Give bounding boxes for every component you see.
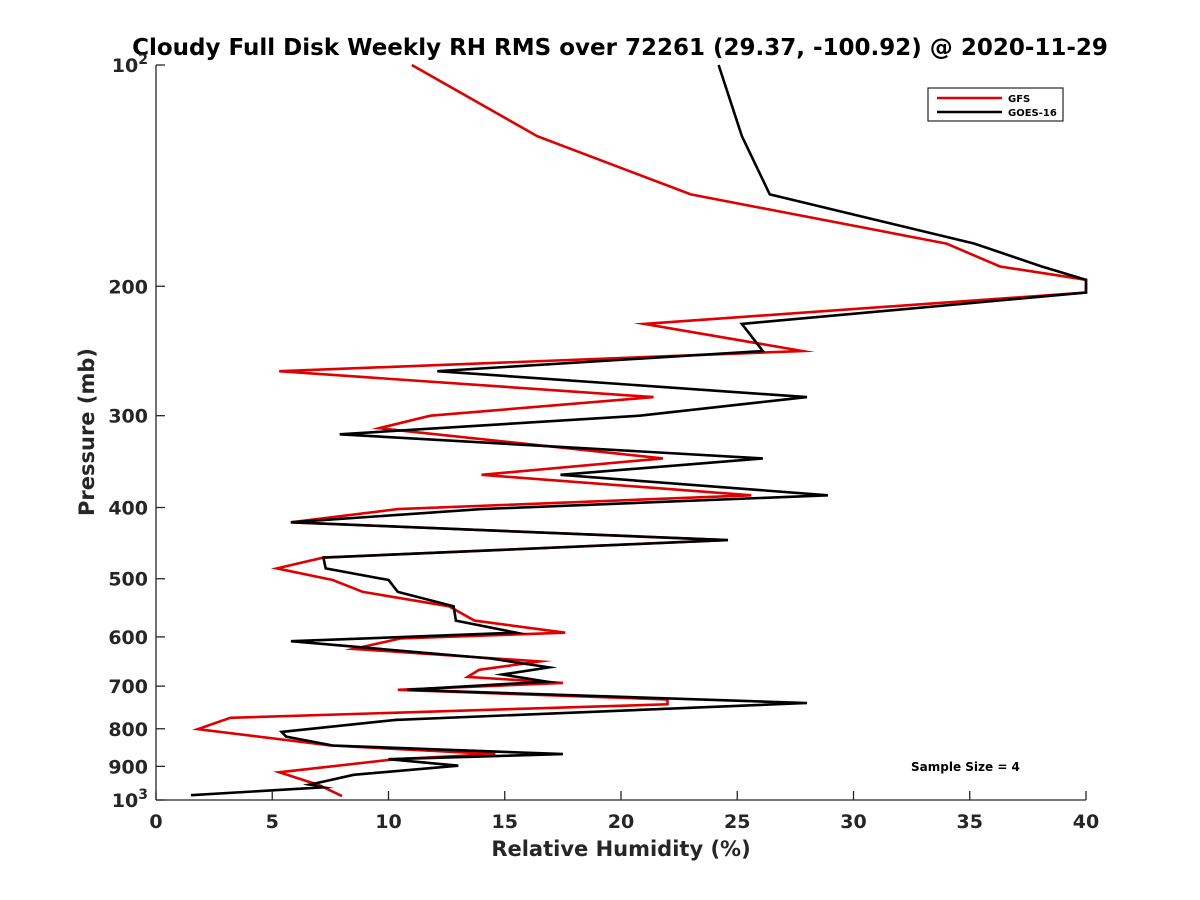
series-line-gfs (192, 63, 1088, 798)
y-tick-label: 102 (112, 52, 148, 77)
x-tick-label: 25 (724, 811, 750, 833)
y-axis-title: Pressure (mb) (75, 348, 99, 516)
x-tick-label: 30 (840, 811, 866, 833)
legend: GFS GOES-16 (927, 87, 1064, 122)
axes-layer (155, 65, 1086, 801)
y-tick-label: 300 (108, 406, 148, 428)
y-tick-label: 200 (108, 276, 148, 298)
x-tick-label: 5 (266, 811, 279, 833)
legend-box (927, 87, 1064, 122)
y-tick-label: 400 (108, 498, 148, 520)
x-tick-label: 35 (957, 811, 983, 833)
x-tick-label: 40 (1073, 811, 1099, 833)
y-ticks: 102 200 300 400 500 600 700 800 900 103 (108, 52, 165, 812)
y-tick-label: 900 (108, 756, 148, 778)
x-tick-label: 10 (375, 811, 401, 833)
y-tick-label: 500 (108, 569, 148, 591)
legend-label: GOES-16 (1008, 108, 1057, 119)
x-tick-label: 0 (149, 811, 162, 833)
x-tick-label: 20 (608, 811, 634, 833)
series-layer (190, 63, 1088, 798)
y-tick-label: 800 (108, 719, 148, 741)
y-tick-label: 103 (112, 787, 148, 812)
x-tick-label: 15 (492, 811, 518, 833)
series-line-goes-16 (190, 64, 1088, 797)
sample-size-annotation: Sample Size = 4 (911, 760, 1020, 774)
x-axis-title: Relative Humidity (%) (491, 837, 750, 861)
y-tick-label: 600 (108, 627, 148, 649)
legend-label: GFS (1008, 94, 1030, 105)
chart-title: Cloudy Full Disk Weekly RH RMS over 7226… (132, 35, 1108, 61)
x-ticks: 0 5 10 15 20 25 30 35 40 (149, 791, 1099, 833)
y-tick-label: 700 (108, 676, 148, 698)
